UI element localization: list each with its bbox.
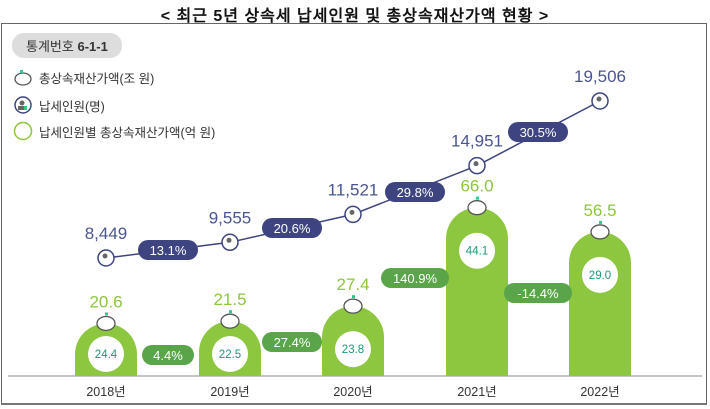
bar: [569, 231, 631, 376]
asset-growth-pill-label: 4.4%: [153, 348, 183, 363]
legend-item-per-person: 납세인원별 총상속재산가액(억 원): [12, 121, 215, 141]
per-person-value: 24.4: [95, 349, 118, 361]
green-circle-icon: [13, 121, 33, 141]
stat-label: 통계번호: [26, 39, 74, 54]
taxpayer-growth-pill: [508, 122, 568, 142]
piggy-coin-icon: [352, 295, 355, 299]
piggy-bank-icon: [467, 200, 487, 216]
bar-value-label: 20.6: [89, 292, 122, 311]
person-icon: [596, 96, 602, 102]
asset-growth-pill: [504, 283, 572, 303]
x-tick-label: 2018년: [86, 385, 125, 399]
legend-label: 납세인원별 총상속재산가액(억 원): [39, 125, 216, 140]
taxpayer-growth-pill: [262, 218, 322, 238]
per-person-circle: [459, 232, 495, 269]
taxpayer-growth-pill: [385, 182, 445, 202]
per-person-circle: [335, 331, 371, 368]
stat-number: 6-1-1: [77, 39, 108, 54]
legend-item-taxpayers: 납세인원(명): [12, 95, 105, 115]
asset-growth-pill: [142, 345, 194, 365]
per-person-value: 23.8: [342, 344, 364, 356]
per-person-value: 29.0: [589, 270, 611, 282]
person-icon: [349, 209, 355, 215]
per-person-circle: [212, 336, 248, 372]
taxpayer-value-label: 19,506: [574, 67, 626, 86]
x-tick-label: 2020년: [333, 385, 372, 399]
piggy-coin-icon: [599, 220, 602, 224]
person-icon: [473, 161, 479, 167]
piggy-coin-icon: [105, 312, 108, 316]
person-icon: [226, 237, 232, 243]
per-person-value: 44.1: [466, 246, 488, 258]
chart-title: < 최근 5년 상속세 납세인원 및 총상속재산가액 현황 >: [160, 8, 550, 25]
asset-growth-pill-label: 27.4%: [274, 335, 311, 350]
bar-value-label: 56.5: [583, 201, 616, 220]
stat-number-badge: 통계번호 6-1-1: [12, 33, 122, 58]
piggy-bank-icon: [220, 313, 240, 329]
piggy-bank-icon: [96, 315, 116, 332]
x-tick-label: 2022년: [580, 385, 619, 399]
taxpayer-growth-pill-label: 29.8%: [397, 185, 434, 200]
taxpayer-value-label: 9,555: [209, 208, 252, 227]
per-person-circle: [88, 336, 124, 372]
taxpayer-growth-pill-label: 30.5%: [520, 125, 557, 140]
piggy-coin-icon: [229, 310, 232, 314]
taxpayer-value-label: 11,521: [328, 180, 379, 199]
taxpayer-growth-pill-label: 20.6%: [274, 221, 311, 236]
asset-growth-pill: [381, 268, 449, 288]
asset-growth-pill-label: -14.4%: [517, 286, 559, 301]
taxpayer-growth-pill: [138, 240, 198, 260]
taxpayer-value-label: 8,449: [85, 224, 128, 243]
piggy-bank-icon: [343, 298, 363, 314]
chart-frame: [1, 23, 707, 405]
taxpayer-value-label: 14,951: [451, 132, 503, 151]
bar-value-label: 21.5: [213, 290, 246, 309]
legend-item-assets: 총상속재산가액(조 원): [12, 68, 154, 87]
piggy-bank-icon: [590, 224, 610, 240]
person-circle-icon: [14, 96, 32, 114]
x-tick-label: 2019년: [210, 385, 249, 399]
person-icon: [102, 253, 108, 259]
per-person-value: 22.5: [219, 349, 241, 361]
legend-label: 총상속재산가액(조 원): [39, 72, 155, 86]
piggy-bank-icon: [14, 69, 32, 86]
asset-growth-pill-label: 140.9%: [393, 271, 438, 286]
bar-value-label: 66.0: [460, 177, 493, 196]
taxpayer-growth-pill-label: 13.1%: [150, 243, 187, 258]
x-tick-label: 2021년: [457, 385, 496, 399]
bar-value-label: 27.4: [336, 275, 369, 294]
per-person-circle: [582, 256, 618, 293]
legend-label: 납세인원(명): [39, 99, 105, 114]
asset-growth-pill: [262, 332, 322, 352]
piggy-coin-icon: [476, 196, 479, 200]
